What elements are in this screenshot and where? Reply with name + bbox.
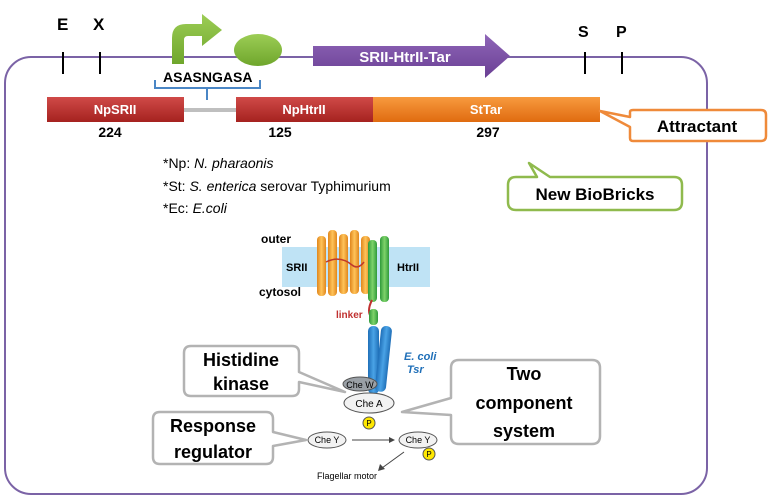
chew-label: Che W (346, 380, 374, 390)
srii-helices (317, 230, 370, 296)
site-x-label: X (93, 15, 105, 34)
chea-label: Che A (355, 399, 383, 410)
response-regulator-callout: Response regulator (151, 410, 308, 466)
response-regulator-line-2: regulator (174, 442, 252, 462)
two-component-line-2: component (476, 393, 573, 413)
htrii-label: HtrII (397, 262, 419, 274)
histidine-kinase-line-2: kinase (213, 374, 269, 394)
chey-label-2: Che Y (406, 435, 431, 445)
abbrev-ec: *Ec: E.coli (163, 200, 228, 216)
outer-label: outer (261, 232, 291, 246)
linker-protein-label: linker (336, 310, 363, 321)
phospho-chey-label: P (426, 450, 431, 459)
phospho-chea-label: P (366, 419, 371, 428)
abbrev-st-value: S. enterica (189, 178, 256, 194)
abbrev-np-key: *Np: (163, 155, 190, 171)
chew-oval (342, 376, 378, 392)
abbrev-ec-key: *Ec: (163, 200, 189, 216)
tsr-label-1: E. coli (404, 351, 437, 363)
phospho-chea-icon (362, 416, 376, 430)
motor-arrowhead-icon (378, 464, 385, 471)
site-e-label: E (57, 15, 68, 34)
response-regulator-line-1: Response (170, 416, 256, 436)
attractant-text: Attractant (657, 117, 738, 136)
new-biobricks-text: New BioBricks (535, 185, 654, 204)
gene-nphtrii-label: NpHtrII (282, 102, 325, 117)
two-component-callout: Two component system (400, 358, 602, 446)
srii-label: SRII (286, 262, 307, 274)
motor-arrow (381, 451, 405, 469)
histidine-kinase-callout: Histidine kinase (182, 344, 347, 398)
abbrev-st-key: *St: (163, 178, 186, 194)
restriction-site-p: P (616, 24, 627, 74)
chey-label-1: Che Y (315, 435, 340, 445)
site-p-label: P (616, 24, 627, 41)
restriction-site-x: X (93, 15, 105, 74)
two-component-line-3: system (493, 421, 555, 441)
linker-bracket-icon (154, 80, 261, 100)
membrane-protein-illustration: outer cytosol SRII HtrII linker E. coli … (259, 230, 438, 481)
tsr-label-2: Tsr (407, 364, 424, 376)
abbrev-st: *St: S. enterica serovar Typhimurium (163, 178, 391, 194)
gene-npsrii (47, 97, 184, 122)
restriction-site-s: S (578, 24, 589, 74)
htrii-linker-segment (369, 309, 378, 325)
abbrev-st-rest: serovar Typhimurium (256, 178, 390, 194)
gene-nphtrii (236, 97, 373, 122)
chey-oval-2 (398, 431, 438, 449)
abbrev-ec-value: E.coli (193, 200, 228, 216)
gene-sttar-label: StTar (470, 102, 502, 117)
attractant-callout: Attractant (598, 108, 768, 143)
abbreviation-list: *Np: N. pharaonis *St: S. enterica serov… (163, 155, 391, 216)
abbrev-np-value: N. pharaonis (194, 155, 273, 171)
promoter-arrow-icon (172, 14, 222, 64)
flagellar-motor-label: Flagellar motor (317, 471, 377, 481)
two-component-line-1: Two (507, 364, 542, 384)
operon-label: SRII-HtrII-Tar (359, 49, 451, 66)
gene-npsrii-label: NpSRII (94, 102, 137, 117)
chey-oval-1 (307, 431, 347, 449)
gene-sttar-length: 297 (476, 124, 500, 140)
linker-sequence: ASASNGASA (163, 69, 252, 85)
htrii-helices (368, 236, 389, 319)
rbs-oval-icon (234, 34, 282, 66)
cytosol-label: cytosol (259, 285, 301, 299)
operon-arrow-icon (313, 34, 510, 78)
restriction-site-e: E (57, 15, 68, 74)
gene-nphtrii-length: 125 (268, 124, 292, 140)
chea-oval (343, 392, 395, 414)
gene-npsrii-length: 224 (98, 124, 122, 140)
abbrev-np: *Np: N. pharaonis (163, 155, 274, 171)
new-biobricks-callout: New BioBricks (506, 161, 684, 212)
site-s-label: S (578, 24, 589, 41)
phospho-chey-icon (422, 447, 436, 461)
gene-sttar (373, 97, 600, 122)
chey-arrowhead-icon (389, 437, 395, 443)
histidine-kinase-line-1: Histidine (203, 350, 279, 370)
tsr-cylinder-right (375, 325, 392, 392)
